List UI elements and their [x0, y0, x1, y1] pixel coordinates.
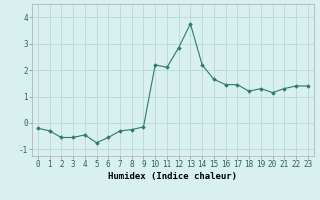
X-axis label: Humidex (Indice chaleur): Humidex (Indice chaleur)	[108, 172, 237, 181]
